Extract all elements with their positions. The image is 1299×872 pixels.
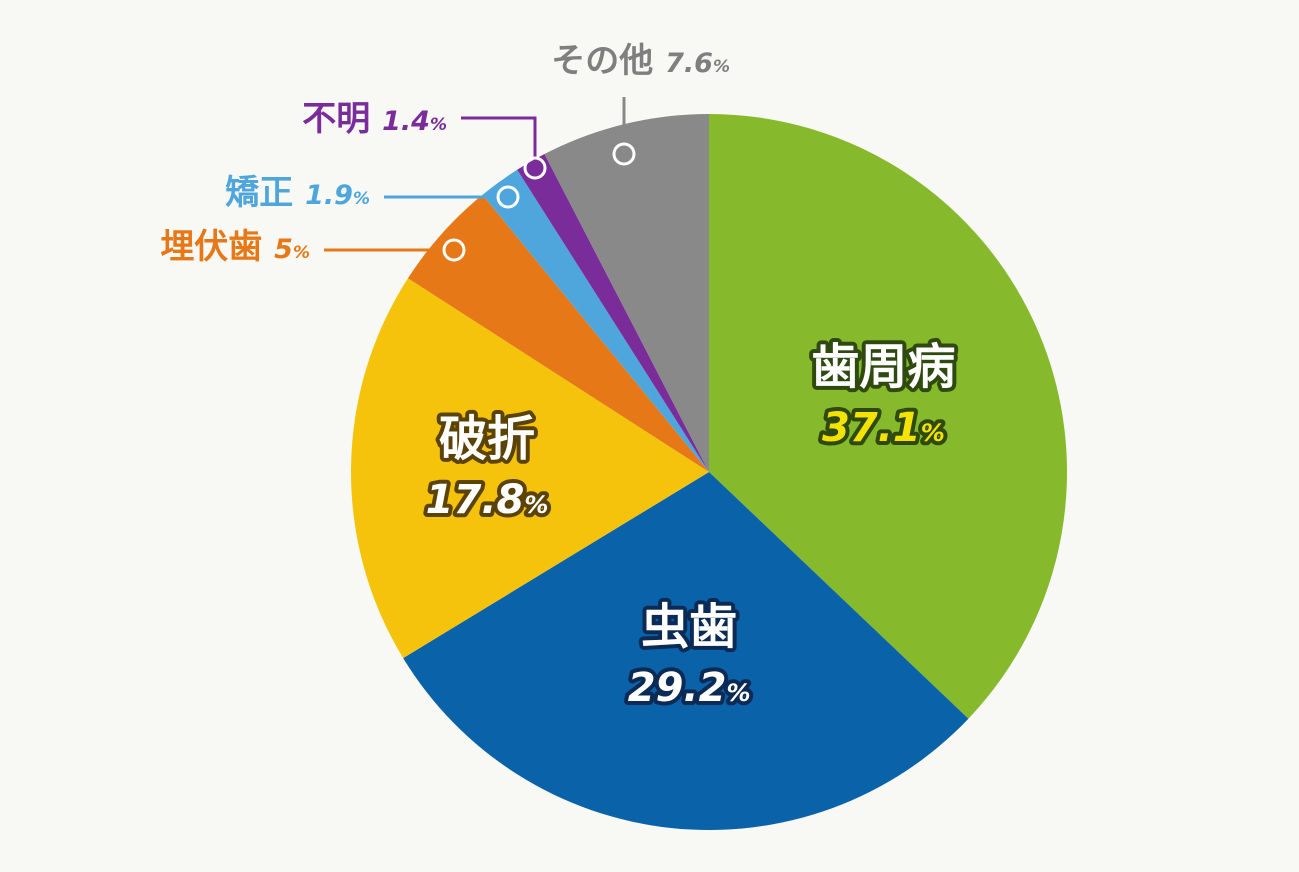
slice-1-value: 37.1%	[822, 405, 945, 451]
slice-7	[544, 114, 709, 472]
slice-7-label: その他 7.6%	[551, 41, 730, 81]
slice-6-leader	[461, 116, 537, 168]
slice-1-label: 歯周病	[811, 339, 955, 395]
slice-2-value: 29.2%	[628, 665, 751, 711]
slice-7-marker	[612, 142, 636, 166]
slice-5-label: 矯正 1.9%	[225, 173, 370, 213]
slice-6-label: 不明 1.4%	[302, 99, 447, 139]
slice-4	[407, 194, 709, 472]
slice-5-marker	[496, 185, 520, 209]
slice-3-value: 17.8%	[426, 477, 549, 523]
pie-slices	[351, 114, 1067, 830]
leader-lines	[324, 97, 636, 262]
slice-3-label: 破折	[439, 411, 535, 467]
slice-1	[709, 114, 1067, 719]
slice-5	[482, 169, 709, 473]
slice-6-marker	[523, 156, 547, 180]
slice-2-label: 虫歯	[641, 599, 737, 655]
slice-6	[517, 154, 709, 472]
slice-labels: 歯周病 37.1% 虫歯 29.2% 破折 17.8% 埋伏歯 5% 矯正 1.9% 不明 1.…	[160, 41, 959, 715]
slice-4-marker	[442, 238, 466, 262]
slice-2	[403, 472, 969, 830]
slice-3	[351, 278, 709, 659]
slice-4-label: 埋伏歯 5%	[160, 227, 310, 267]
